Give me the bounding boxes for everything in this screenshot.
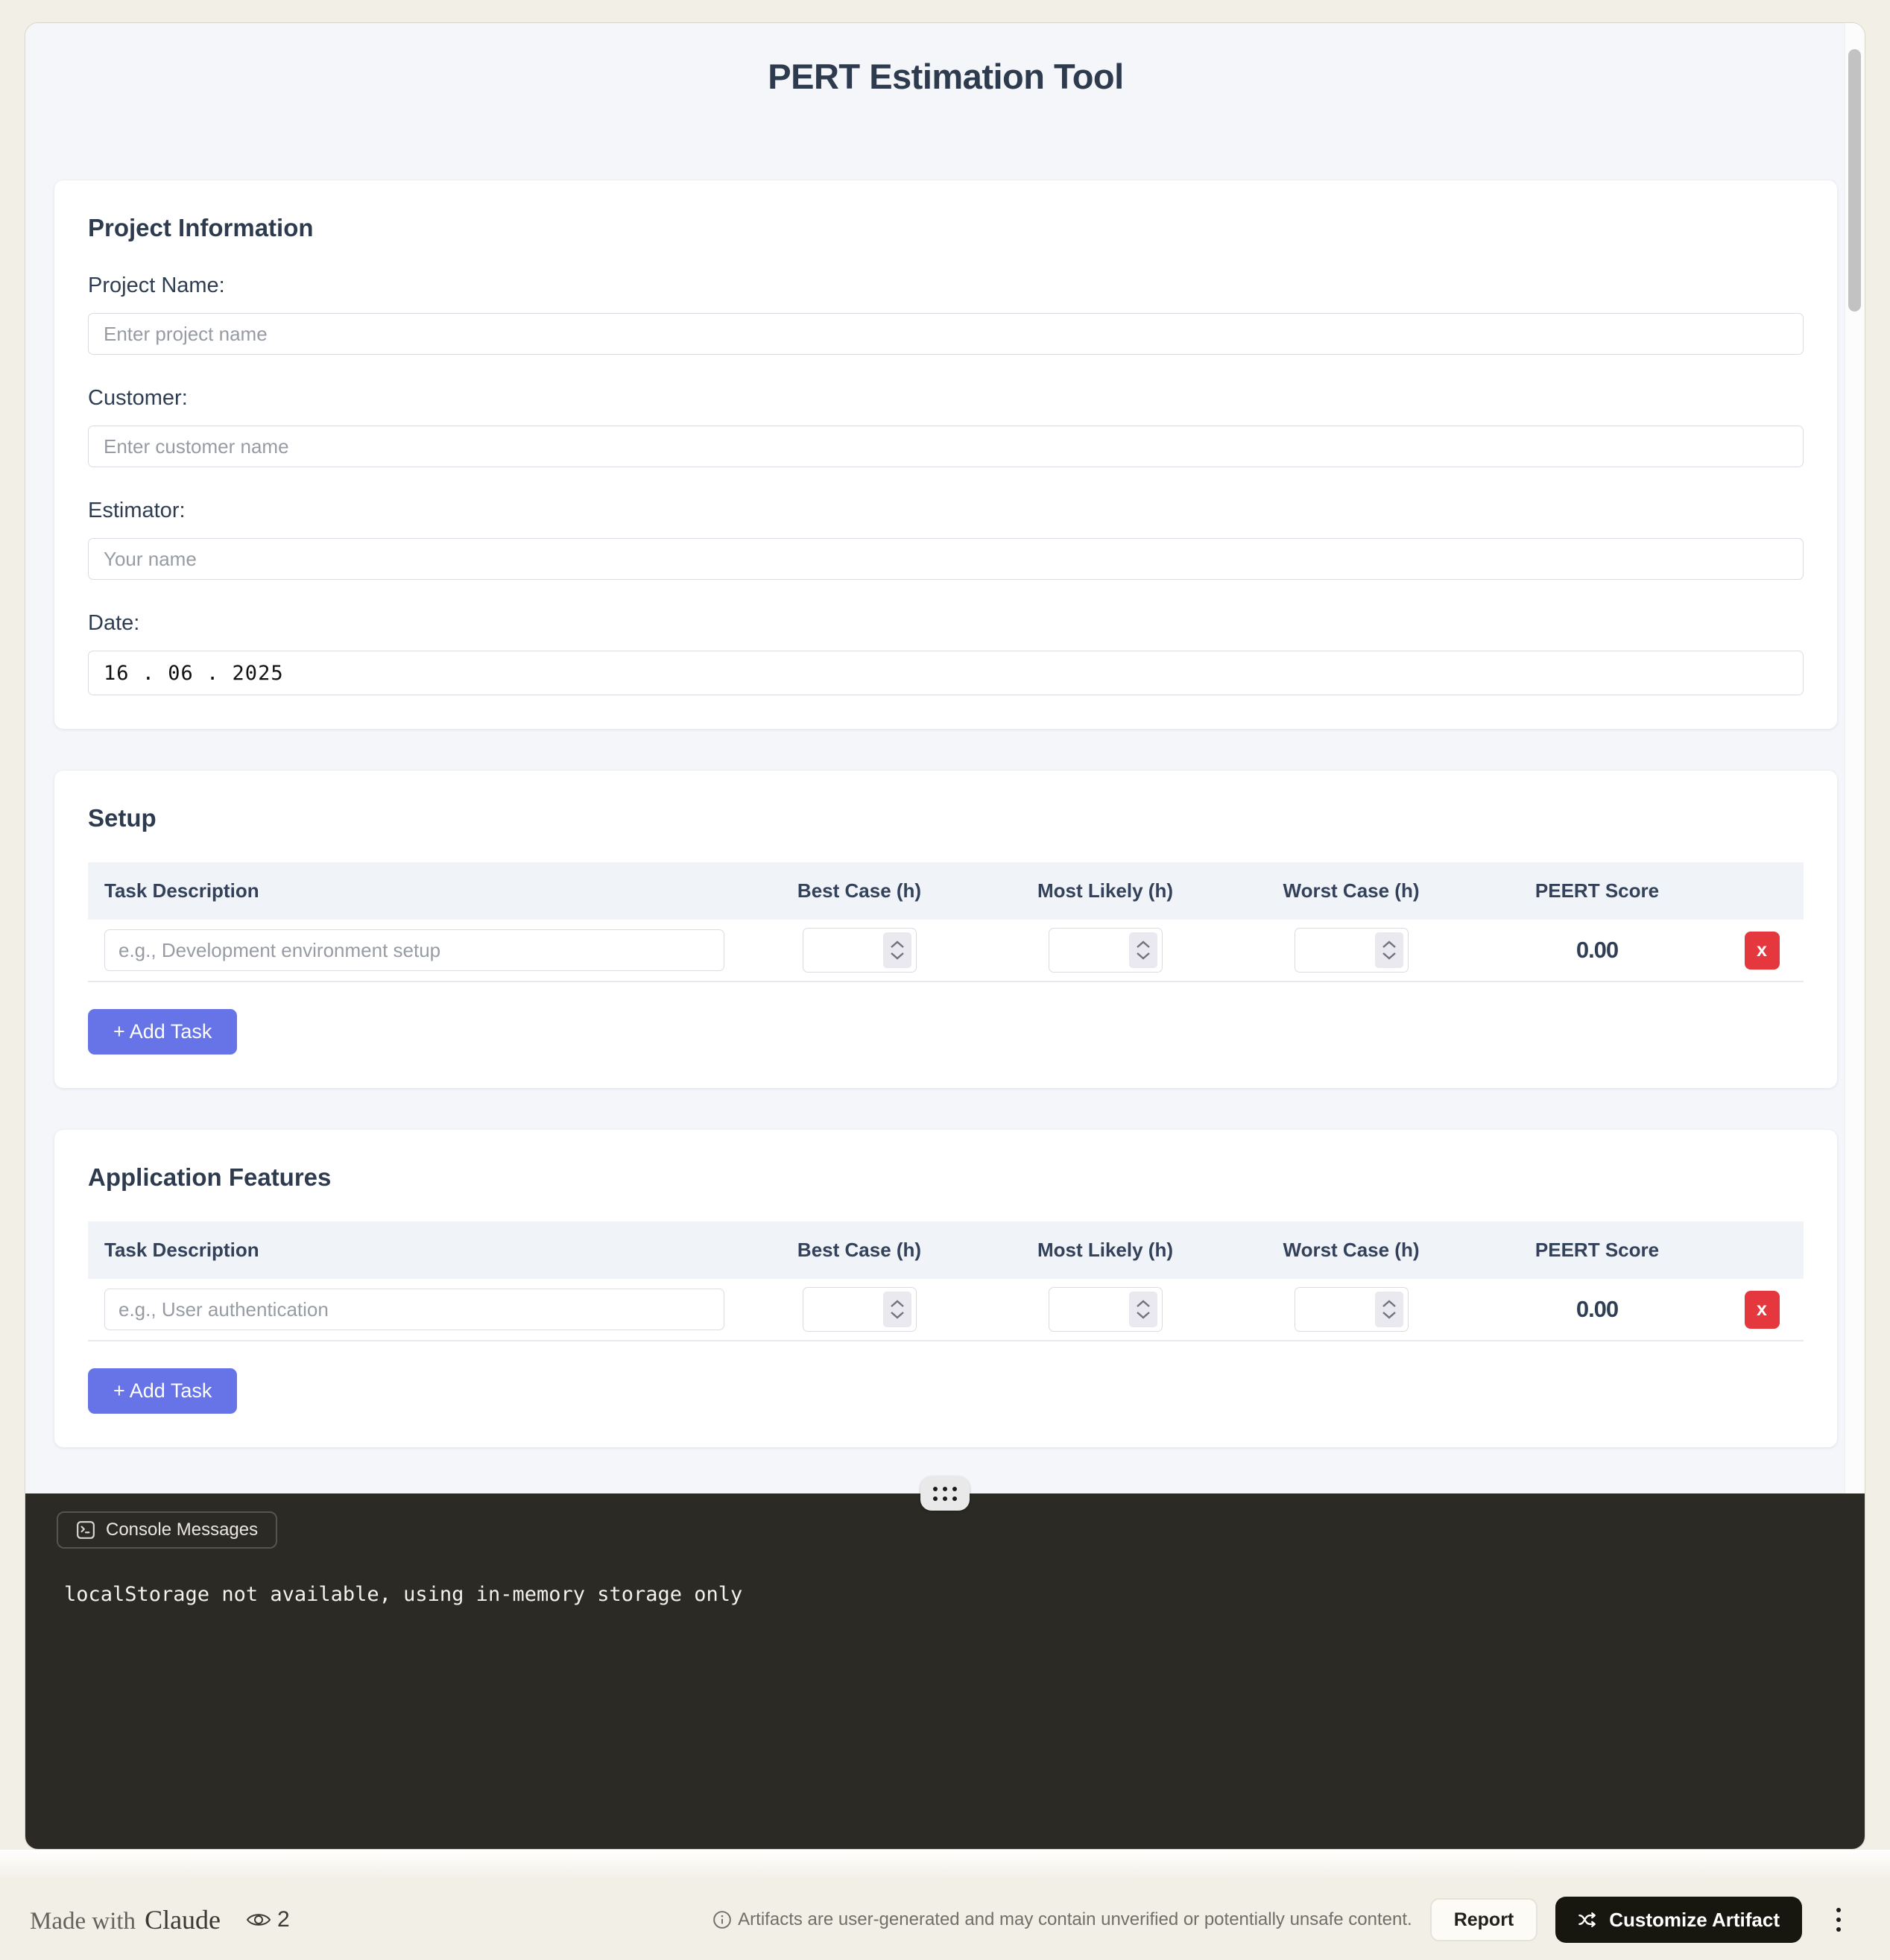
date-input[interactable] — [88, 651, 1804, 695]
chevron-down-icon — [1382, 1312, 1396, 1319]
number-stepper[interactable] — [882, 1292, 911, 1327]
claude-logo-text: Claude — [145, 1905, 221, 1935]
header-pert-score: PEERT Score — [1535, 879, 1660, 902]
section-heading: Setup — [88, 804, 157, 832]
chevron-up-icon — [890, 1300, 904, 1307]
task-description-input[interactable] — [104, 1289, 724, 1330]
header-worst-case: Worst Case (h) — [1283, 1239, 1420, 1261]
drag-dots-icon — [933, 1486, 957, 1501]
chevron-up-icon — [1382, 1300, 1396, 1307]
delete-task-button[interactable]: x — [1744, 931, 1780, 970]
console-resize-handle[interactable] — [920, 1476, 970, 1511]
delete-task-button[interactable]: x — [1744, 1290, 1780, 1329]
chevron-down-icon — [1382, 952, 1396, 960]
pert-score-value: 0.00 — [1575, 1296, 1619, 1322]
customize-artifact-label: Customize Artifact — [1609, 1908, 1780, 1931]
page-title: PERT Estimation Tool — [768, 57, 1124, 96]
number-stepper[interactable] — [1374, 1292, 1403, 1327]
artifact-window: PERT Estimation Tool Project Information… — [25, 22, 1865, 1850]
section-heading: Application Features — [88, 1163, 332, 1191]
console-messages-button[interactable]: Console Messages — [57, 1511, 278, 1549]
task-description-input[interactable] — [104, 929, 724, 971]
header-task-description: Task Description — [104, 879, 259, 902]
worst-case-input[interactable] — [1294, 1287, 1409, 1332]
customer-label: Customer: — [88, 386, 188, 410]
add-task-button[interactable]: + Add Task — [88, 1368, 238, 1414]
project-info-heading: Project Information — [88, 214, 314, 241]
date-label: Date: — [88, 611, 140, 635]
artifact-preview-area: PERT Estimation Tool Project Information… — [25, 23, 1865, 1493]
number-stepper[interactable] — [1128, 1292, 1157, 1327]
header-most-likely: Most Likely (h) — [1037, 879, 1173, 902]
worst-case-input[interactable] — [1294, 928, 1409, 973]
chevron-up-icon — [1136, 941, 1150, 948]
project-name-input[interactable] — [88, 313, 1804, 355]
most-likely-input[interactable] — [1048, 1287, 1163, 1332]
table-header-row: Task Description Best Case (h) Most Like… — [88, 862, 1804, 920]
header-most-likely: Most Likely (h) — [1037, 1239, 1173, 1261]
header-worst-case: Worst Case (h) — [1283, 879, 1420, 902]
task-row: 0.00 x — [88, 920, 1804, 982]
chevron-down-icon — [1136, 1312, 1150, 1319]
header-task-description: Task Description — [104, 1239, 259, 1261]
task-row: 0.00 x — [88, 1279, 1804, 1341]
header-best-case: Best Case (h) — [797, 879, 922, 902]
add-task-button[interactable]: + Add Task — [88, 1009, 238, 1055]
number-stepper[interactable] — [1374, 932, 1403, 968]
task-table: Task Description Best Case (h) Most Like… — [88, 1221, 1804, 1341]
console-message: localStorage not available, using in-mem… — [64, 1583, 743, 1606]
customer-input[interactable] — [88, 426, 1804, 467]
eye-icon — [246, 1914, 271, 1926]
header-pert-score: PEERT Score — [1535, 1239, 1660, 1261]
console-panel: Console Messages localStorage not availa… — [25, 1493, 1865, 1849]
most-likely-input[interactable] — [1048, 928, 1163, 973]
console-messages-label: Console Messages — [106, 1520, 259, 1540]
task-table: Task Description Best Case (h) Most Like… — [88, 862, 1804, 982]
section-card-application-features: Application Features Task Description Be… — [54, 1130, 1837, 1447]
disclaimer: Artifacts are user-generated and may con… — [712, 1909, 1412, 1930]
customize-artifact-button[interactable]: Customize Artifact — [1555, 1897, 1802, 1943]
number-stepper[interactable] — [882, 932, 911, 968]
made-with-label: Made with — [30, 1908, 136, 1935]
best-case-input[interactable] — [802, 928, 917, 973]
pert-score-value: 0.00 — [1575, 937, 1619, 963]
chevron-down-icon — [1136, 952, 1150, 960]
project-name-label: Project Name: — [88, 274, 225, 297]
chevron-up-icon — [890, 941, 904, 948]
view-count: 2 — [277, 1907, 290, 1932]
scrollbar[interactable] — [1845, 23, 1865, 1493]
header-best-case: Best Case (h) — [797, 1239, 922, 1261]
footer: Made with Claude 2 Artifacts are user-ge… — [0, 1880, 1890, 1960]
number-stepper[interactable] — [1128, 932, 1157, 968]
project-info-card: Project Information Project Name: Custom… — [54, 180, 1837, 729]
estimator-label: Estimator: — [88, 499, 186, 522]
disclaimer-text: Artifacts are user-generated and may con… — [738, 1909, 1412, 1929]
chevron-up-icon — [1382, 941, 1396, 948]
report-button[interactable]: Report — [1429, 1898, 1538, 1941]
view-counter: 2 — [246, 1907, 290, 1932]
chevron-up-icon — [1136, 1300, 1150, 1307]
info-icon — [713, 1911, 731, 1929]
terminal-icon — [77, 1521, 95, 1539]
more-options-button[interactable] — [1829, 1900, 1848, 1939]
section-card-setup: Setup Task Description Best Case (h) Mos… — [54, 771, 1837, 1088]
chevron-down-icon — [890, 1312, 904, 1319]
best-case-input[interactable] — [802, 1287, 917, 1332]
frame-shadow — [0, 1850, 1890, 1880]
estimator-input[interactable] — [88, 538, 1804, 580]
kebab-icon — [1836, 1908, 1841, 1912]
scrollbar-thumb[interactable] — [1848, 49, 1861, 312]
made-with-claude[interactable]: Made with Claude — [30, 1904, 221, 1935]
chevron-down-icon — [890, 952, 904, 960]
table-header-row: Task Description Best Case (h) Most Like… — [88, 1221, 1804, 1279]
shuffle-icon — [1578, 1912, 1596, 1927]
